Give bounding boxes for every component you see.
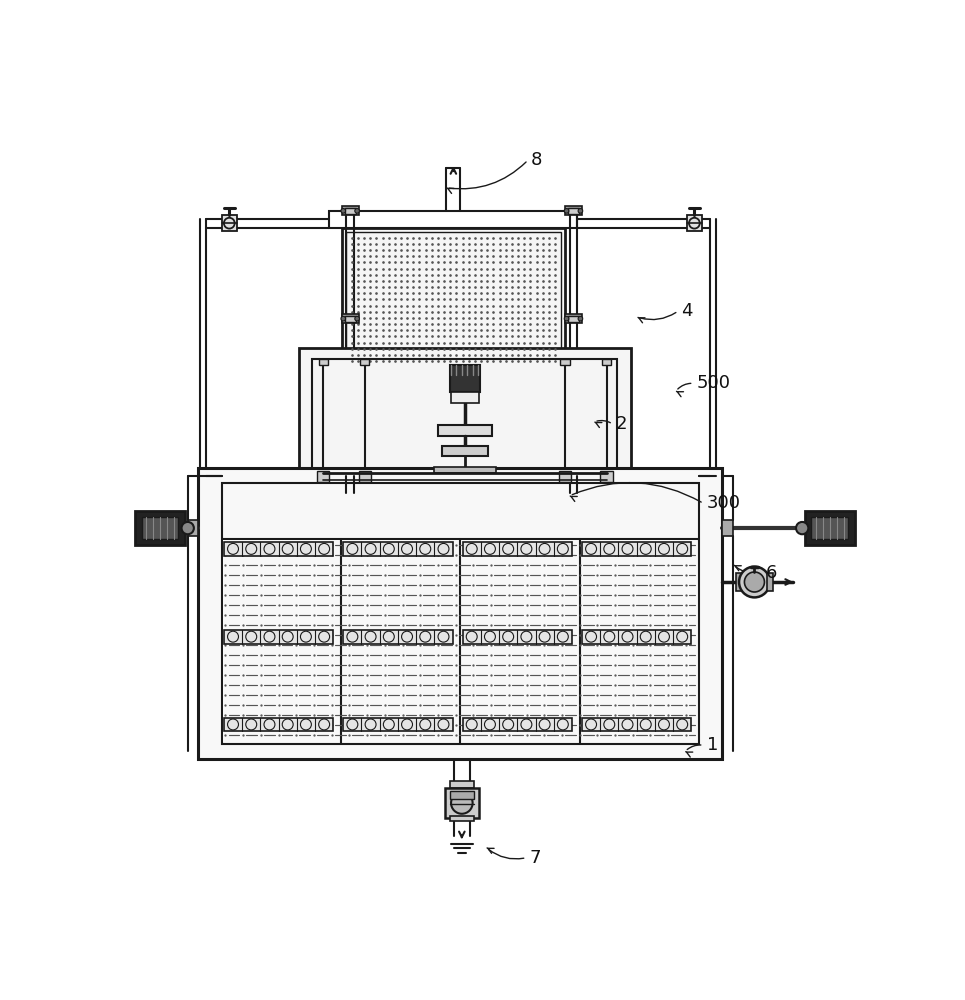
Bar bbox=[559, 471, 571, 482]
Circle shape bbox=[565, 209, 568, 213]
Circle shape bbox=[181, 522, 194, 534]
Bar bbox=[805, 511, 855, 545]
Bar bbox=[462, 630, 572, 644]
Bar bbox=[360, 359, 370, 365]
Bar bbox=[450, 791, 474, 799]
Bar bbox=[462, 718, 572, 731]
Bar bbox=[345, 232, 562, 365]
Bar bbox=[342, 314, 359, 323]
Bar bbox=[344, 718, 453, 731]
Bar bbox=[767, 573, 773, 591]
Circle shape bbox=[341, 209, 345, 213]
Bar bbox=[568, 208, 579, 214]
Circle shape bbox=[796, 522, 809, 534]
Bar bbox=[450, 816, 474, 821]
Bar bbox=[565, 314, 582, 323]
Bar bbox=[359, 471, 371, 482]
Bar bbox=[722, 520, 732, 536]
Text: 2: 2 bbox=[616, 415, 627, 433]
Bar bbox=[199, 468, 722, 759]
Bar bbox=[224, 542, 333, 556]
Bar bbox=[142, 517, 179, 539]
Bar bbox=[135, 511, 184, 545]
Bar bbox=[582, 718, 691, 731]
Bar bbox=[344, 542, 453, 556]
Circle shape bbox=[578, 209, 583, 213]
Bar bbox=[812, 517, 848, 539]
Bar bbox=[344, 630, 453, 644]
Bar bbox=[438, 425, 492, 436]
Bar bbox=[224, 718, 333, 731]
Circle shape bbox=[578, 316, 583, 321]
Bar bbox=[329, 211, 577, 228]
Bar bbox=[223, 540, 698, 742]
Bar bbox=[451, 392, 479, 403]
Bar bbox=[582, 630, 691, 644]
Bar bbox=[345, 232, 562, 365]
Bar bbox=[342, 206, 359, 215]
Bar bbox=[342, 228, 565, 369]
Bar bbox=[602, 359, 611, 365]
Text: 500: 500 bbox=[697, 374, 731, 392]
Bar bbox=[568, 316, 579, 322]
Bar bbox=[445, 788, 479, 818]
Bar bbox=[561, 359, 569, 365]
Bar bbox=[600, 471, 613, 482]
Circle shape bbox=[739, 567, 770, 597]
Bar bbox=[687, 215, 703, 231]
Text: 4: 4 bbox=[681, 302, 693, 320]
Bar bbox=[345, 316, 355, 322]
Text: 6: 6 bbox=[766, 564, 778, 582]
Bar bbox=[318, 359, 328, 365]
Circle shape bbox=[565, 316, 568, 321]
Bar bbox=[462, 542, 572, 556]
Bar bbox=[450, 365, 481, 392]
Text: 8: 8 bbox=[531, 151, 542, 169]
Bar bbox=[188, 520, 199, 536]
Bar bbox=[298, 348, 631, 493]
Bar bbox=[222, 483, 699, 744]
Bar bbox=[222, 215, 237, 231]
Circle shape bbox=[355, 209, 359, 213]
Bar bbox=[582, 542, 691, 556]
Circle shape bbox=[341, 316, 345, 321]
Text: 300: 300 bbox=[706, 494, 741, 512]
Bar bbox=[345, 208, 355, 214]
Text: 7: 7 bbox=[530, 849, 541, 867]
Circle shape bbox=[451, 792, 473, 814]
Circle shape bbox=[744, 572, 764, 592]
Bar bbox=[442, 446, 488, 456]
Circle shape bbox=[355, 316, 359, 321]
Bar bbox=[565, 206, 582, 215]
Bar bbox=[434, 467, 496, 473]
Bar bbox=[450, 781, 474, 788]
Text: 1: 1 bbox=[706, 736, 718, 754]
Bar bbox=[736, 573, 742, 591]
Bar bbox=[317, 471, 329, 482]
Bar bbox=[313, 359, 618, 482]
Bar bbox=[224, 630, 333, 644]
